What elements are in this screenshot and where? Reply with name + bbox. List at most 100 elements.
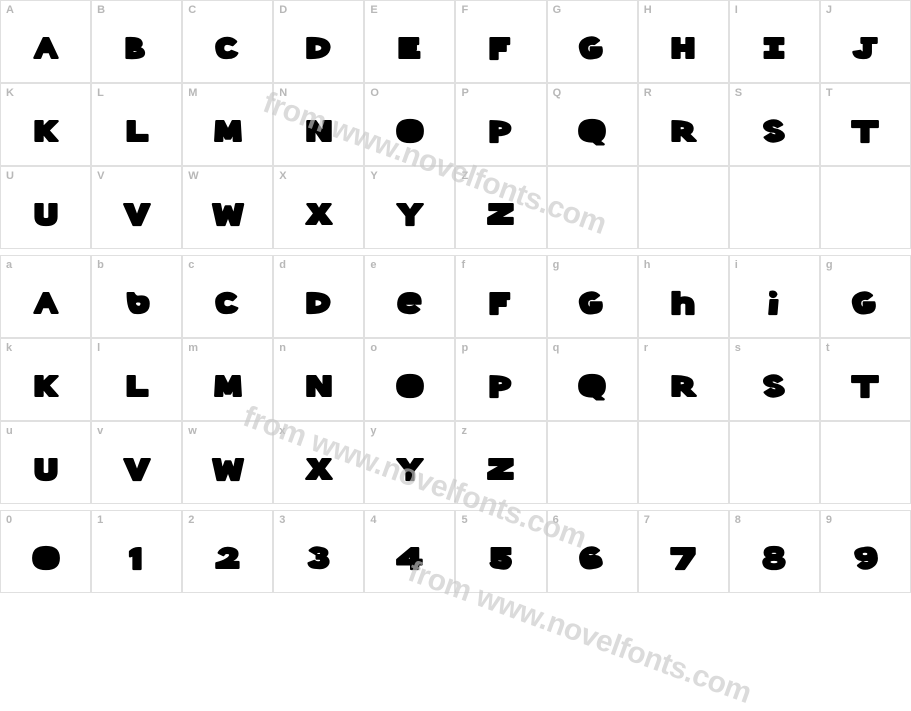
glyph-shape (92, 262, 181, 343)
glyph-cell: 6 (547, 510, 638, 593)
glyph-cell: F (455, 0, 546, 83)
glyph-cell: D (273, 0, 364, 83)
glyph-row: KLMNOPQRST (0, 83, 911, 166)
glyph-cell: a (0, 255, 91, 338)
glyph-cell (729, 421, 820, 504)
glyph-shape (1, 345, 90, 426)
glyph-cell: n (273, 338, 364, 421)
glyph-row: uvwxyz (0, 421, 911, 504)
glyph-shape (92, 517, 181, 598)
glyph-cell: V (91, 166, 182, 249)
glyph-shape (365, 262, 454, 343)
glyph-cell: E (364, 0, 455, 83)
glyph-cell (638, 421, 729, 504)
glyph-cell: T (820, 83, 911, 166)
glyph-shape (639, 517, 728, 598)
glyph-shape (456, 517, 545, 598)
glyph-cell: g (547, 255, 638, 338)
glyph-shape (183, 7, 272, 88)
glyph-shape (456, 173, 545, 254)
glyph-shape (548, 262, 637, 343)
glyph-shape (365, 90, 454, 171)
glyph-cell: G (547, 0, 638, 83)
glyph-cell (820, 421, 911, 504)
glyph-shape (92, 428, 181, 509)
glyph-shape (365, 428, 454, 509)
glyph-shape (92, 173, 181, 254)
glyph-shape (1, 428, 90, 509)
glyph-cell (638, 166, 729, 249)
glyph-cell: Q (547, 83, 638, 166)
glyph-shape (821, 7, 910, 88)
glyph-cell: 1 (91, 510, 182, 593)
glyph-shape (274, 345, 363, 426)
glyph-cell: 2 (182, 510, 273, 593)
glyph-cell: o (364, 338, 455, 421)
glyph-shape (92, 7, 181, 88)
glyph-cell: d (273, 255, 364, 338)
glyph-cell: P (455, 83, 546, 166)
glyph-shape (274, 428, 363, 509)
glyph-shape (274, 7, 363, 88)
glyph-cell: g (820, 255, 911, 338)
glyph-shape (821, 517, 910, 598)
glyph-cell: W (182, 166, 273, 249)
glyph-row: ABCDEFGHIJ (0, 0, 911, 83)
glyph-cell: S (729, 83, 820, 166)
glyph-cell: w (182, 421, 273, 504)
glyph-cell: h (638, 255, 729, 338)
glyph-shape (548, 345, 637, 426)
glyph-shape (730, 262, 819, 343)
glyph-shape (730, 7, 819, 88)
glyph-cell: z (455, 421, 546, 504)
glyph-cell: Y (364, 166, 455, 249)
glyph-cell: 3 (273, 510, 364, 593)
glyph-cell: O (364, 83, 455, 166)
glyph-shape (274, 90, 363, 171)
glyph-cell: 8 (729, 510, 820, 593)
glyph-shape (639, 90, 728, 171)
glyph-shape (365, 173, 454, 254)
glyph-cell: f (455, 255, 546, 338)
glyph-cell: U (0, 166, 91, 249)
glyph-shape (274, 517, 363, 598)
glyph-row: abcdefghig (0, 255, 911, 338)
glyph-shape (639, 345, 728, 426)
glyph-cell: 5 (455, 510, 546, 593)
glyph-shape (1, 7, 90, 88)
glyph-shape (456, 428, 545, 509)
glyph-cell: 7 (638, 510, 729, 593)
glyph-row: 0123456789 (0, 510, 911, 593)
glyph-shape (639, 7, 728, 88)
glyph-shape (92, 90, 181, 171)
glyph-shape (456, 345, 545, 426)
glyph-cell: r (638, 338, 729, 421)
glyph-cell: i (729, 255, 820, 338)
glyph-shape (821, 345, 910, 426)
glyph-shape (456, 7, 545, 88)
glyph-shape (365, 517, 454, 598)
glyph-cell (547, 166, 638, 249)
glyph-shape (365, 7, 454, 88)
glyph-cell: e (364, 255, 455, 338)
glyph-cell: J (820, 0, 911, 83)
glyph-shape (1, 90, 90, 171)
glyph-shape (183, 345, 272, 426)
glyph-shape (730, 517, 819, 598)
glyph-shape (821, 262, 910, 343)
glyph-row: UVWXYZ (0, 166, 911, 249)
glyph-cell: M (182, 83, 273, 166)
font-character-map: ABCDEFGHIJKLMNOPQRSTUVWXYZabcdefghigklmn… (0, 0, 911, 593)
glyph-cell: p (455, 338, 546, 421)
glyph-cell: y (364, 421, 455, 504)
glyph-cell: c (182, 255, 273, 338)
glyph-shape (456, 262, 545, 343)
glyph-shape (548, 7, 637, 88)
glyph-cell (820, 166, 911, 249)
glyph-cell: L (91, 83, 182, 166)
glyph-shape (548, 517, 637, 598)
glyph-shape (639, 262, 728, 343)
glyph-cell: Z (455, 166, 546, 249)
glyph-shape (183, 173, 272, 254)
glyph-shape (183, 428, 272, 509)
